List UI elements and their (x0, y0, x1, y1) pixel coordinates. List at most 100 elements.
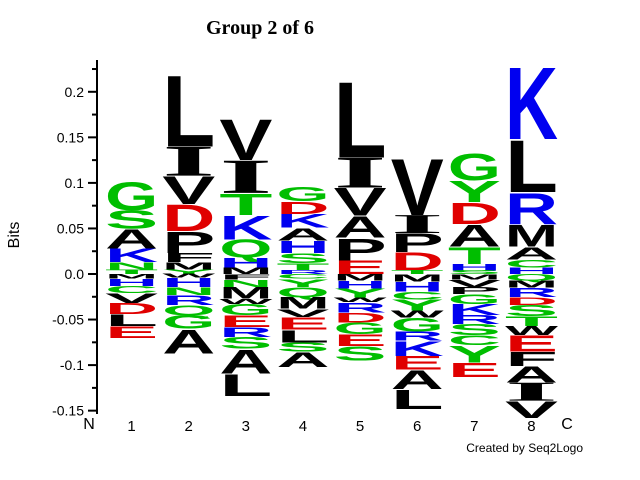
logo-letter-pos4-E: E (276, 314, 330, 334)
logo-letter-pos4-S: S (276, 250, 329, 266)
logo-letter-pos8-T: T (505, 313, 561, 329)
logo-letter-pos8-A: A (505, 244, 560, 264)
logo-letter-pos4-A: A (276, 347, 329, 372)
logo-letter-pos6-I: I (391, 208, 444, 239)
logo-letter-pos2-V: V (162, 169, 216, 213)
logo-letter-pos3-E: E (219, 313, 272, 331)
logo-letter-pos7-D: D (448, 197, 501, 232)
logo-letter-pos7-G: G (448, 291, 502, 307)
logo-letter-pos5-Y: Y (334, 286, 387, 300)
logo-letter-pos6-Y: Y (391, 298, 445, 315)
logo-letter-pos6-E: E (391, 353, 444, 375)
x-position-label-6: 6 (413, 418, 421, 435)
logo-letter-pos5-E: E (334, 332, 387, 350)
logo-letter-pos4-G: G (276, 182, 329, 205)
y-axis-label: Bits (6, 221, 23, 249)
logo-letter-pos7-S: S (448, 270, 501, 276)
logo-letter-pos5-R: R (334, 299, 387, 315)
x-position-label-1: 1 (127, 418, 135, 435)
logo-letter-pos7-H: H (448, 263, 501, 273)
logo-letter-pos6-P: P (391, 228, 444, 258)
logo-letter-pos1-D: D (105, 302, 158, 319)
logo-letter-pos8-M: M (505, 219, 558, 254)
y-tick-label: -0.05 (52, 312, 84, 328)
logo-letter-pos8-I: I (505, 376, 558, 407)
logo-letter-pos1-K: K (105, 245, 158, 267)
logo-letter-pos8-R: R (505, 185, 558, 235)
logo-letter-pos3-W: W (219, 298, 274, 306)
y-tick-label: 0.2 (65, 84, 85, 100)
logo-letter-pos5-V: V (334, 181, 388, 225)
logo-letter-pos3-T: T (219, 188, 274, 223)
logo-letter-pos5-L: L (334, 61, 387, 182)
logo-letter-pos7-R: R (448, 313, 503, 327)
c-terminus-label: C (561, 416, 573, 433)
logo-letter-pos1-H: H (105, 277, 159, 289)
logo-letter-pos2-I: I (162, 138, 215, 186)
logo-letter-pos1-T: T (105, 269, 161, 276)
logo-letter-pos6-R: R (391, 329, 446, 343)
figure-title: Group 2 of 6 (206, 17, 314, 39)
logo-letter-pos7-Y: Y (448, 175, 501, 210)
logo-letter-pos4-A: A (276, 225, 331, 245)
y-tick-label: -0.1 (60, 357, 84, 373)
logo-letter-pos4-Y: Y (276, 276, 332, 289)
logo-letter-pos8-S: S (505, 303, 559, 320)
logo-letter-pos8-M: M (505, 279, 558, 291)
logo-letter-pos7-M: M (448, 273, 501, 281)
logo-letter-pos1-N: N (105, 260, 159, 272)
logo-letter-pos3-Q: Q (219, 235, 272, 264)
logo-letter-pos1-A: A (105, 223, 158, 255)
logo-letter-pos5-H: H (334, 278, 387, 291)
n-terminus-label: N (83, 416, 95, 433)
logo-letter-pos3-M: M (219, 285, 272, 303)
logo-letter-pos4-H: H (276, 237, 329, 257)
logo-letter-pos8-W: W (505, 324, 560, 338)
y-tick-label: 0.1 (65, 175, 85, 191)
logo-letter-pos1-L: L (105, 312, 158, 330)
logo-letter-pos3-G: G (219, 302, 272, 319)
logo-letter-pos2-Q: Q (162, 302, 216, 318)
logo-letter-pos2-M: M (162, 260, 215, 272)
y-tick-label: 0.05 (57, 220, 84, 236)
logo-letter-pos5-S: S (334, 342, 387, 365)
x-position-label-2: 2 (185, 418, 193, 435)
logo-letter-pos3-L: L (219, 369, 272, 404)
logo-letter-pos7-G: G (448, 147, 501, 189)
logo-letter-pos7-S: S (448, 323, 502, 340)
logo-letter-pos3-S: S (219, 335, 272, 353)
logo-letter-pos5-P: P (334, 233, 387, 268)
logo-letter-pos4-D: D (276, 198, 329, 218)
logo-letter-pos1-S: S (105, 206, 158, 235)
logo-letter-pos7-P: P (448, 285, 501, 297)
logo-letter-pos6-V: V (391, 144, 445, 233)
logo-letter-pos8-H: H (505, 266, 558, 276)
logo-letter-pos7-T: T (448, 243, 501, 270)
logo-letter-pos8-L: L (505, 127, 558, 209)
logo-letter-pos7-K: K (448, 302, 503, 319)
logo-letter-pos1-G: G (105, 176, 158, 220)
logo-letter-pos5-D: D (334, 309, 387, 325)
logo-letter-pos8-F: F (505, 347, 560, 370)
logo-letter-pos2-A: A (162, 322, 215, 361)
logo-letter-pos4-M: M (276, 295, 329, 313)
logo-letter-pos4-K: K (276, 210, 329, 232)
logo-letter-pos8-C: C (505, 257, 558, 270)
logo-letter-pos5-A: A (334, 211, 387, 246)
logo-letter-pos6-K: K (391, 336, 444, 361)
logo-letter-pos2-G: G (162, 312, 215, 334)
logo-letter-pos5-I: I (334, 149, 387, 199)
logo-letter-pos2-W: W (162, 273, 215, 279)
logo-letter-pos8-Q: Q (505, 273, 558, 283)
logo-letter-pos3-N: N (219, 278, 273, 290)
logo-letter-pos4-V: V (276, 306, 332, 319)
logo-letter-pos6-T: T (391, 270, 449, 276)
y-tick-label: -0.15 (52, 403, 84, 419)
logo-letter-pos2-L: L (162, 55, 215, 168)
logo-letter-pos2-P: P (162, 226, 215, 261)
logo-letter-pos1-E: E (105, 324, 158, 342)
logo-letter-pos8-A: A (505, 363, 559, 388)
logo-letter-pos5-W: W (334, 297, 391, 304)
logo-letter-pos4-T: T (276, 261, 333, 273)
